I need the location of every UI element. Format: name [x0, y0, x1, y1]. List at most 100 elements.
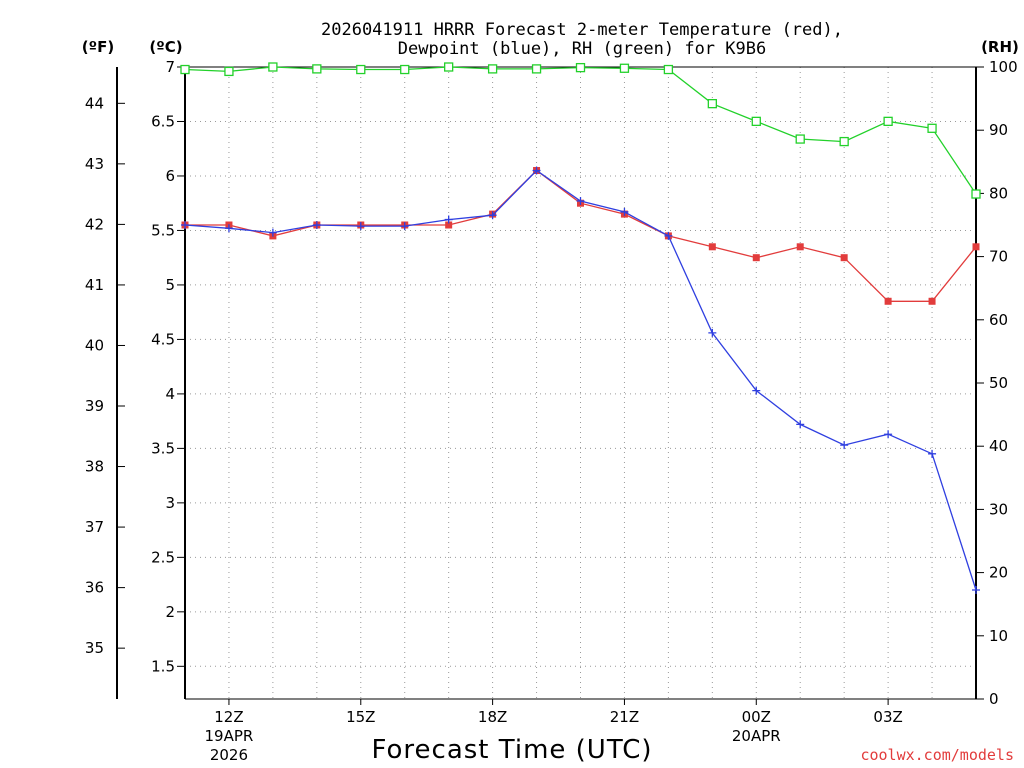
fahrenheit-tick-label: 44 — [85, 94, 104, 112]
rh-point — [356, 64, 366, 75]
dewpoint-point — [576, 197, 585, 206]
rh-point — [180, 64, 190, 75]
chart-grid — [185, 66, 976, 699]
celsius-tick-label: 4 — [165, 385, 175, 403]
dewpoint-point — [224, 224, 233, 233]
rh-point — [663, 64, 674, 75]
celsius-tick-label: 4.5 — [151, 330, 175, 348]
chart-title-line2: Dewpoint (blue), RH (green) for K9B6 — [398, 39, 766, 59]
celsius-tick-label: 5.5 — [151, 221, 175, 239]
rh-tick-label: 10 — [989, 627, 1008, 645]
celsius-tick-label: 3 — [165, 494, 175, 512]
rh-line — [184, 66, 977, 195]
x-axis-title: Forecast Time (UTC) — [371, 735, 652, 765]
rh-point — [312, 64, 322, 74]
temperature-point — [708, 243, 716, 251]
rh-tick-label: 40 — [989, 437, 1008, 455]
rh-tick-label: 20 — [989, 564, 1008, 582]
rh-point — [531, 64, 542, 74]
rh-tick-label: 30 — [989, 500, 1008, 518]
y-axis-fahrenheit: 35 36 37 38 39 40 41 42 43 44 — [85, 94, 125, 657]
x-tick-date: 20APR — [732, 727, 781, 745]
dewpoint-point — [356, 222, 365, 231]
dewpoint-point — [884, 430, 893, 439]
celsius-tick-label: 6 — [165, 167, 175, 185]
rh-tick-label: 60 — [989, 311, 1008, 329]
celsius-unit-label: (ºC) — [149, 38, 182, 56]
rh-unit-label: (RH) — [981, 38, 1019, 56]
series-dewpoint — [181, 166, 980, 595]
dewpoint-point — [181, 221, 189, 229]
x-tick-label: 18Z — [478, 708, 507, 726]
dewpoint-point — [708, 328, 717, 337]
rh-point — [839, 136, 849, 147]
credit-text: coolwx.com/models — [860, 746, 1014, 764]
dewpoint-point — [796, 420, 805, 429]
rh-tick-label: 80 — [989, 184, 1008, 202]
rh-point — [971, 189, 981, 199]
temperature-point — [840, 254, 848, 262]
dewpoint-point — [752, 386, 761, 395]
fahrenheit-tick-label: 39 — [85, 397, 104, 415]
dewpoint-point — [928, 449, 937, 458]
x-tick-label: 21Z — [610, 708, 639, 726]
celsius-tick-label: 7 — [165, 58, 175, 76]
rh-tick-label: 70 — [989, 248, 1008, 266]
rh-point — [487, 64, 498, 74]
rh-point — [619, 63, 630, 73]
celsius-tick-label: 2.5 — [151, 548, 175, 566]
rh-tick-label: 90 — [989, 121, 1008, 139]
celsius-tick-label: 6.5 — [151, 112, 175, 130]
dewpoint-point — [532, 166, 541, 175]
dewpoint-point — [444, 215, 453, 224]
fahrenheit-tick-label: 40 — [85, 336, 104, 354]
rh-point — [751, 116, 761, 127]
rh-tick-label: 100 — [989, 58, 1018, 76]
rh-tick-label: 50 — [989, 374, 1008, 392]
rh-point — [268, 62, 278, 72]
rh-point — [927, 123, 937, 133]
rh-point — [707, 99, 717, 109]
fahrenheit-unit-label: (ºF) — [82, 38, 114, 56]
rh-point — [575, 62, 586, 73]
dewpoint-point — [972, 586, 980, 595]
temperature-point — [752, 254, 760, 262]
y-axis-celsius: 1.5 2 2.5 3 3.5 4 4.5 5 5.5 6 6.5 7 — [151, 58, 185, 675]
y-axis-rh: 0 10 20 30 40 50 60 70 80 90 100 — [976, 58, 1018, 708]
fahrenheit-tick-label: 35 — [85, 639, 104, 657]
rh-point — [444, 62, 454, 72]
fahrenheit-tick-label: 38 — [85, 458, 104, 476]
rh-point — [795, 134, 805, 144]
rh-tick-label: 0 — [989, 690, 999, 708]
fahrenheit-tick-label: 42 — [85, 215, 104, 233]
plot-frame — [116, 66, 977, 700]
chart-title-line1: 2026041911 HRRR Forecast 2-meter Tempera… — [321, 20, 843, 40]
dewpoint-point — [312, 221, 321, 229]
dewpoint-point — [488, 211, 497, 220]
temperature-point — [928, 297, 936, 305]
dewpoint-point — [400, 222, 409, 231]
dewpoint-point — [664, 231, 673, 240]
x-tick-label: 12Z — [214, 708, 243, 726]
dewpoint-point — [620, 207, 629, 216]
celsius-tick-label: 2 — [165, 603, 175, 621]
dewpoint-point — [268, 228, 277, 237]
dewpoint-point — [840, 441, 849, 450]
temperature-point — [972, 243, 980, 251]
rh-point — [224, 66, 234, 77]
rh-point — [883, 116, 893, 127]
temperature-point — [445, 221, 453, 229]
rh-point — [400, 64, 410, 75]
celsius-tick-label: 5 — [165, 276, 175, 294]
x-tick-label: 15Z — [346, 708, 375, 726]
x-tick-year: 2026 — [210, 746, 248, 764]
temperature-point — [796, 243, 804, 251]
temperature-line — [185, 169, 977, 302]
x-tick-label: 00Z — [742, 708, 771, 726]
celsius-tick-label: 1.5 — [151, 657, 175, 675]
x-tick-label: 03Z — [873, 708, 902, 726]
fahrenheit-tick-label: 37 — [85, 518, 104, 536]
series-lines — [180, 62, 981, 595]
